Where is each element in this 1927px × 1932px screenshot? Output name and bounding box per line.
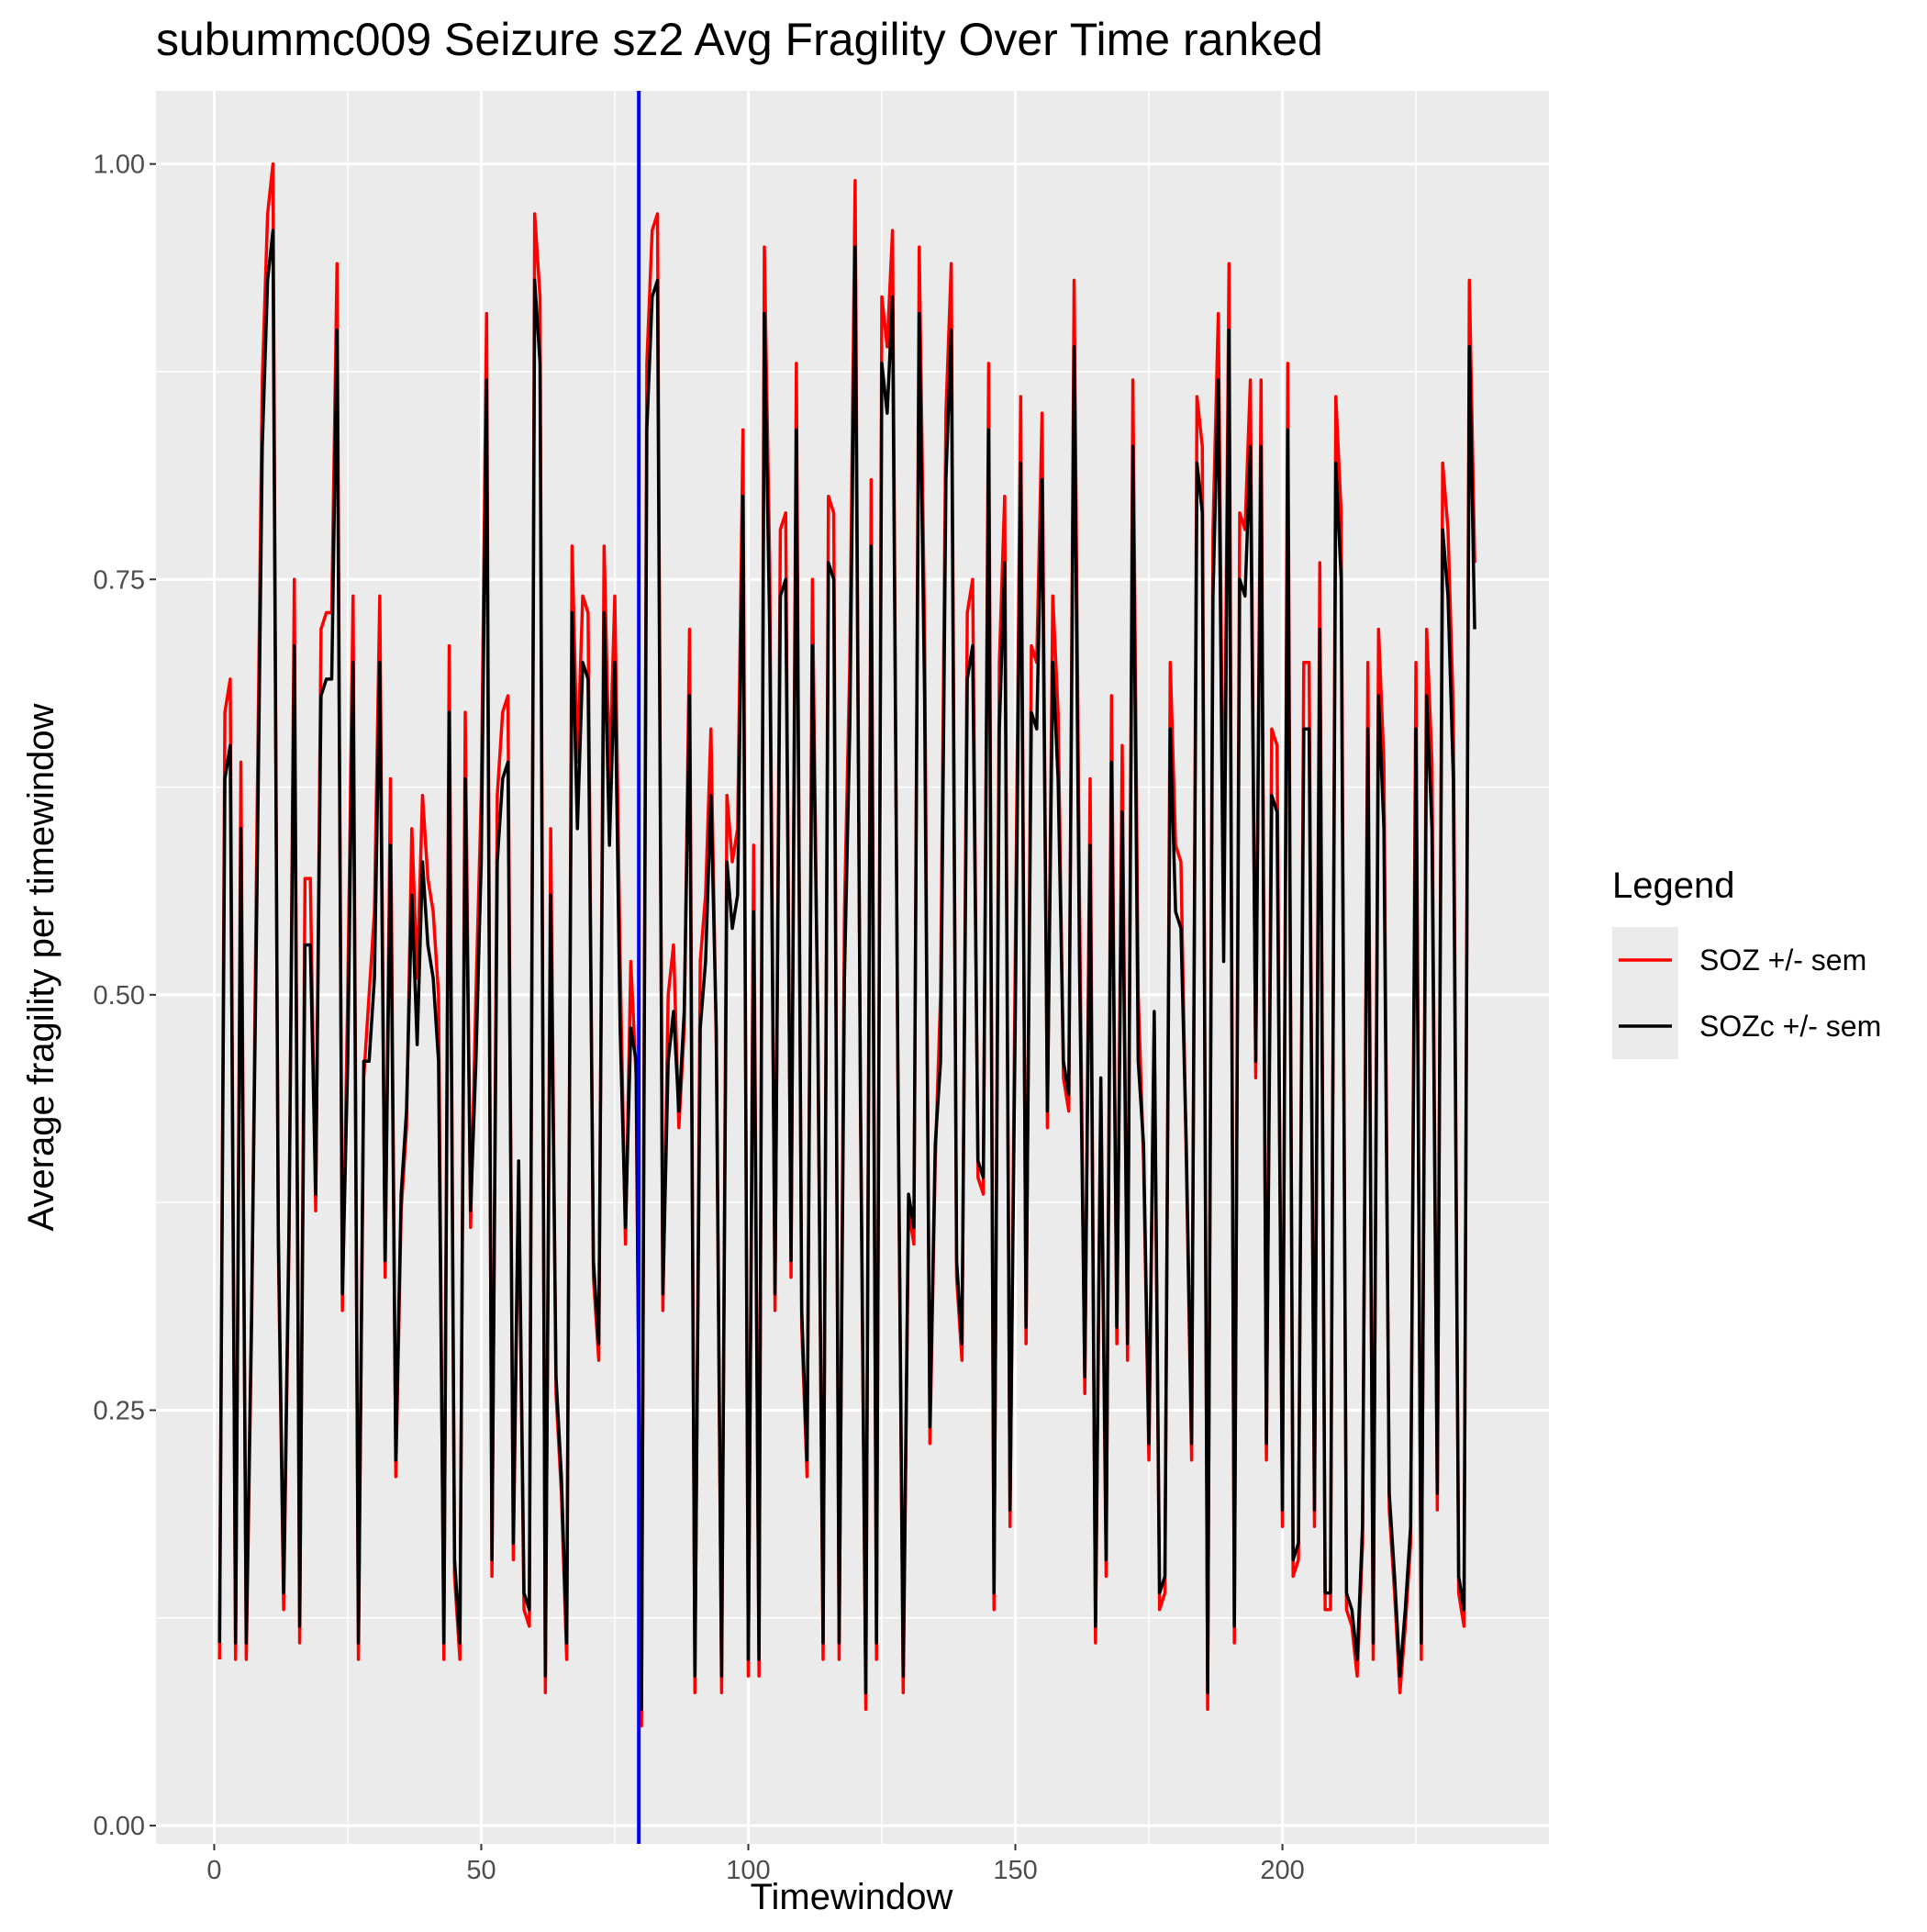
legend-label: SOZc +/- sem bbox=[1699, 1010, 1881, 1043]
y-tick-label: 0.50 bbox=[94, 981, 145, 1011]
x-tick-label: 0 bbox=[206, 1856, 221, 1885]
x-tick-label: 50 bbox=[466, 1856, 496, 1885]
series-line bbox=[217, 229, 1476, 1712]
y-tick-label: 0.75 bbox=[94, 565, 145, 595]
x-tick-label: 200 bbox=[1260, 1856, 1304, 1885]
x-tick-label: 100 bbox=[726, 1856, 770, 1885]
chart-title: subummc009 Seizure sz2 Avg Fragility Ove… bbox=[156, 14, 1323, 65]
x-axis-label: Timewindow bbox=[751, 1877, 953, 1917]
x-tick-label: 150 bbox=[993, 1856, 1037, 1885]
y-tick-label: 0.25 bbox=[94, 1396, 145, 1425]
legend-title: Legend bbox=[1612, 865, 1734, 906]
y-axis-label: Average fragility per timewindow bbox=[21, 703, 61, 1231]
y-tick-label: 1.00 bbox=[94, 151, 145, 180]
legend-label: SOZ +/- sem bbox=[1699, 944, 1866, 977]
y-tick-label: 0.00 bbox=[94, 1812, 145, 1841]
